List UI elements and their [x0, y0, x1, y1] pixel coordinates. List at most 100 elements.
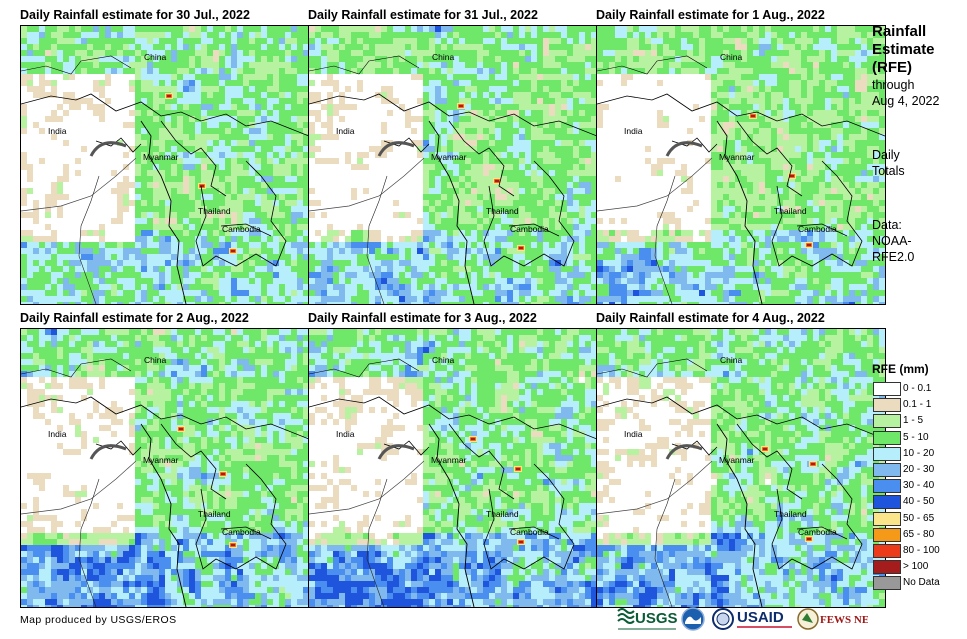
country-label-cambodia: Cambodia	[510, 224, 549, 234]
panel-title: Daily Rainfall estimate for 30 Jul., 202…	[20, 8, 250, 22]
country-label-china: China	[432, 355, 455, 365]
rainfall-map: China India Myanmar Thailand Cambodia	[308, 328, 598, 608]
rainfall-map: China India Myanmar Thailand Cambodia	[20, 328, 310, 608]
usgs-logo-text: USGS	[635, 610, 678, 627]
legend-item: 0.1 - 1	[872, 398, 964, 413]
country-label-thailand: Thailand	[774, 509, 807, 519]
sidebar-data-source-2: RFE2.0	[872, 250, 915, 264]
country-label-cambodia: Cambodia	[798, 527, 837, 537]
legend-item: 30 - 40	[872, 479, 964, 494]
rainfall-map-panel-2: Daily Rainfall estimate for 31 Jul., 202…	[308, 5, 598, 305]
country-label-india: India	[48, 126, 67, 136]
sidebar-title-line-2: Estimate	[872, 41, 935, 58]
legend-item: 80 - 100	[872, 544, 964, 558]
sidebar-data-source-1: NOAA-	[872, 234, 912, 248]
rainfall-map-graphic	[309, 329, 597, 607]
legend-swatch	[873, 463, 901, 477]
country-label-thailand: Thailand	[486, 509, 519, 519]
country-label-china: China	[144, 355, 167, 365]
country-label-cambodia: Cambodia	[222, 224, 261, 234]
country-label-myanmar: Myanmar	[431, 152, 467, 162]
rainfall-map-panel-4: Daily Rainfall estimate for 2 Aug., 2022…	[20, 308, 310, 608]
legend-label: 80 - 100	[903, 545, 940, 556]
rainfall-map-graphic	[597, 329, 885, 607]
map-info-sidebar: Rainfall Estimate (RFE) through Aug 4, 2…	[872, 23, 964, 265]
agency-logos: USGS USAID FEWS NET	[616, 605, 877, 635]
map-credit: Map produced by USGS/EROS	[20, 614, 177, 626]
country-label-myanmar: Myanmar	[719, 152, 755, 162]
country-label-thailand: Thailand	[198, 509, 231, 519]
country-label-india: India	[336, 429, 355, 439]
legend-item: > 100	[872, 560, 964, 575]
country-label-cambodia: Cambodia	[222, 527, 261, 537]
panel-title: Daily Rainfall estimate for 2 Aug., 2022	[20, 311, 249, 325]
legend-item: 0 - 0.1	[872, 382, 964, 396]
legend-item: 50 - 65	[872, 511, 964, 526]
panel-title: Daily Rainfall estimate for 4 Aug., 2022	[596, 311, 825, 325]
legend-label: 30 - 40	[903, 480, 935, 492]
legend-item: No Data	[872, 576, 964, 591]
sidebar-data-label: Data:	[872, 218, 902, 232]
usgs-logo: USGS	[616, 605, 678, 633]
legend-swatch	[873, 544, 901, 558]
legend-label: 50 - 65	[903, 512, 935, 524]
legend-item: 1 - 5	[872, 414, 964, 429]
legend-item: 5 - 10	[872, 430, 964, 445]
legend-title: RFE (mm)	[872, 362, 929, 376]
usaid-seal-icon	[712, 605, 736, 633]
legend-item: 65 - 80	[872, 527, 964, 542]
rainfall-map-panel-6: Daily Rainfall estimate for 4 Aug., 2022…	[596, 308, 886, 608]
sidebar-title-line-3: (RFE)	[872, 59, 912, 76]
legend-swatch	[873, 430, 901, 445]
legend-label: > 100	[903, 561, 929, 573]
country-label-china: China	[432, 52, 455, 62]
rainfall-map-graphic	[309, 26, 597, 304]
rainfall-map: China India Myanmar Thailand Cambodia	[308, 25, 598, 305]
country-label-cambodia: Cambodia	[798, 224, 837, 234]
usaid-logo: USAID	[736, 605, 794, 633]
fewsnet-logo: FEWS NET	[796, 605, 877, 633]
rainfall-map: China India Myanmar Thailand Cambodia	[596, 25, 886, 305]
country-label-india: India	[336, 126, 355, 136]
rainfall-map-panel-1: Daily Rainfall estimate for 30 Jul., 202…	[20, 5, 310, 305]
rainfall-map-panel-5: Daily Rainfall estimate for 3 Aug., 2022…	[308, 308, 598, 608]
panel-title: Daily Rainfall estimate for 31 Jul., 202…	[308, 8, 538, 22]
legend-label: 5 - 10	[903, 431, 929, 443]
legend-label: 0 - 0.1	[903, 383, 932, 394]
legend-swatch	[873, 382, 901, 396]
legend-label: 65 - 80	[903, 528, 935, 540]
legend-item: 10 - 20	[872, 446, 964, 461]
legend-label: 20 - 30	[903, 464, 935, 475]
rainfall-map: China India Myanmar Thailand Cambodia	[20, 25, 310, 305]
legend-swatch	[873, 398, 901, 413]
rainfall-map-graphic	[21, 26, 309, 304]
country-label-myanmar: Myanmar	[143, 152, 179, 162]
rainfall-map-graphic	[597, 26, 885, 304]
rainfall-map-graphic	[21, 329, 309, 607]
country-label-myanmar: Myanmar	[431, 455, 467, 465]
legend-item: 20 - 30	[872, 463, 964, 477]
legend-label: 0.1 - 1	[903, 399, 932, 411]
country-label-china: China	[144, 52, 167, 62]
country-label-india: India	[48, 429, 67, 439]
legend-swatch	[873, 511, 901, 526]
panel-title: Daily Rainfall estimate for 1 Aug., 2022	[596, 8, 825, 22]
sidebar-through: through	[872, 78, 915, 92]
country-label-thailand: Thailand	[486, 206, 519, 216]
country-label-india: India	[624, 126, 643, 136]
legend-swatch	[873, 576, 901, 591]
legend-label: 10 - 20	[903, 447, 935, 459]
rainfall-map: China India Myanmar Thailand Cambodia	[596, 328, 886, 608]
usaid-logo-text: USAID	[737, 609, 784, 626]
noaa-logo	[680, 605, 708, 633]
rainfall-map-panel-3: Daily Rainfall estimate for 1 Aug., 2022…	[596, 5, 886, 305]
country-label-thailand: Thailand	[774, 206, 807, 216]
country-label-china: China	[720, 52, 743, 62]
fewsnet-logo-text: FEWS NET	[820, 614, 868, 626]
country-label-myanmar: Myanmar	[719, 455, 755, 465]
panel-title: Daily Rainfall estimate for 3 Aug., 2022	[308, 311, 537, 325]
legend-swatch	[873, 446, 901, 461]
sidebar-totals: Totals	[872, 164, 905, 178]
sidebar-date: Aug 4, 2022	[872, 94, 940, 108]
country-label-thailand: Thailand	[198, 206, 231, 216]
